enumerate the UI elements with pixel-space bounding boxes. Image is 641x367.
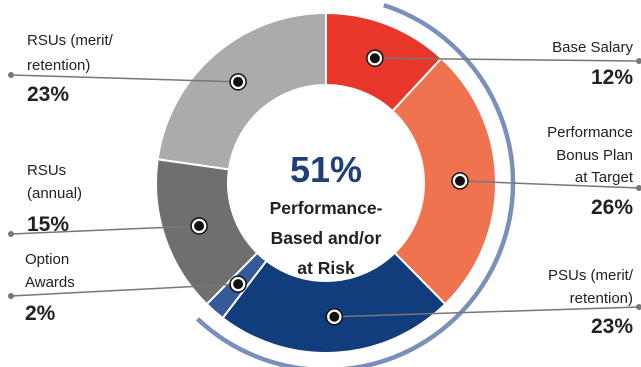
slice-value-rsus-merit-retention: 23% bbox=[27, 83, 69, 106]
slice-label-rsus-merit-retention-line-2: retention) bbox=[27, 57, 90, 74]
slice-label-option-awards-line-2: Awards bbox=[25, 274, 75, 291]
slice-marker-dot-base-salary bbox=[369, 53, 380, 64]
slice-marker-dot-option-awards bbox=[233, 279, 244, 290]
slice-label-psus-merit-retention-line-2: retention) bbox=[570, 290, 633, 307]
slice-marker-dot-rsus-merit-retention bbox=[233, 76, 244, 87]
labels-group: Base Salary 12% Performance Bonus Plan at Ta… bbox=[25, 32, 634, 338]
slice-label-rsus-annual-line-2: (annual) bbox=[27, 185, 82, 202]
center-label-group: 51% Performance- Based and/or at Risk bbox=[270, 149, 383, 278]
center-text-line-3: at Risk bbox=[297, 258, 355, 278]
center-text-line-1: Performance- bbox=[270, 198, 383, 218]
slice-value-base-salary: 12% bbox=[591, 66, 633, 89]
leader-line-rsus-annual bbox=[10, 225, 200, 235]
slice-label-psus-merit-retention-line-1: PSUs (merit/ bbox=[548, 267, 634, 284]
leader-end-dot-psus-merit-retention bbox=[636, 304, 641, 310]
slice-value-option-awards: 2% bbox=[25, 302, 56, 325]
leader-end-dot-rsus-merit-retention bbox=[8, 72, 14, 78]
slice-label-performance-bonus-plan-at-target-line-2: Bonus Plan bbox=[556, 147, 633, 164]
slice-marker-dot-psus-merit-retention bbox=[329, 311, 340, 322]
leader-line-base-salary bbox=[374, 57, 640, 62]
slice-psus-merit-retention bbox=[221, 251, 447, 354]
slice-label-performance-bonus-plan-at-target-line-3: at Target bbox=[575, 169, 634, 186]
leader-end-dot-option-awards bbox=[8, 293, 14, 299]
leader-line-option-awards bbox=[10, 283, 239, 297]
slice-marker-dot-rsus-annual bbox=[194, 220, 205, 231]
center-percentage: 51% bbox=[290, 149, 362, 190]
slice-label-base-salary-line-1: Base Salary bbox=[552, 39, 633, 56]
slice-performance-bonus-plan-at-target bbox=[391, 56, 497, 306]
leader-end-dot-rsus-annual bbox=[8, 231, 14, 237]
slice-marker-dot-performance-bonus-plan-at-target bbox=[454, 175, 465, 186]
leader-line-psus-merit-retention bbox=[334, 306, 640, 318]
slice-label-option-awards-line-1: Option bbox=[25, 251, 69, 268]
leader-line-rsus-merit-retention bbox=[10, 74, 239, 83]
slice-label-rsus-merit-retention-line-1: RSUs (merit/ bbox=[27, 32, 114, 49]
performance-highlight-arc bbox=[195, 3, 516, 367]
slice-label-performance-bonus-plan-at-target-line-1: Performance bbox=[547, 124, 633, 141]
leader-line-performance-bonus-plan-at-target bbox=[459, 180, 640, 189]
slices-group bbox=[155, 11, 497, 354]
slice-value-rsus-annual: 15% bbox=[27, 213, 69, 236]
slice-value-psus-merit-retention: 23% bbox=[591, 315, 633, 338]
slice-label-rsus-annual-line-1: RSUs bbox=[27, 162, 66, 179]
leader-end-dot-performance-bonus-plan-at-target bbox=[636, 185, 641, 191]
leader-lines-group bbox=[8, 49, 641, 326]
slice-rsus-merit-retention bbox=[156, 11, 327, 171]
center-text-line-2: Based and/or bbox=[271, 228, 382, 248]
slice-value-performance-bonus-plan-at-target: 26% bbox=[591, 196, 633, 219]
leader-end-dot-base-salary bbox=[636, 58, 641, 64]
